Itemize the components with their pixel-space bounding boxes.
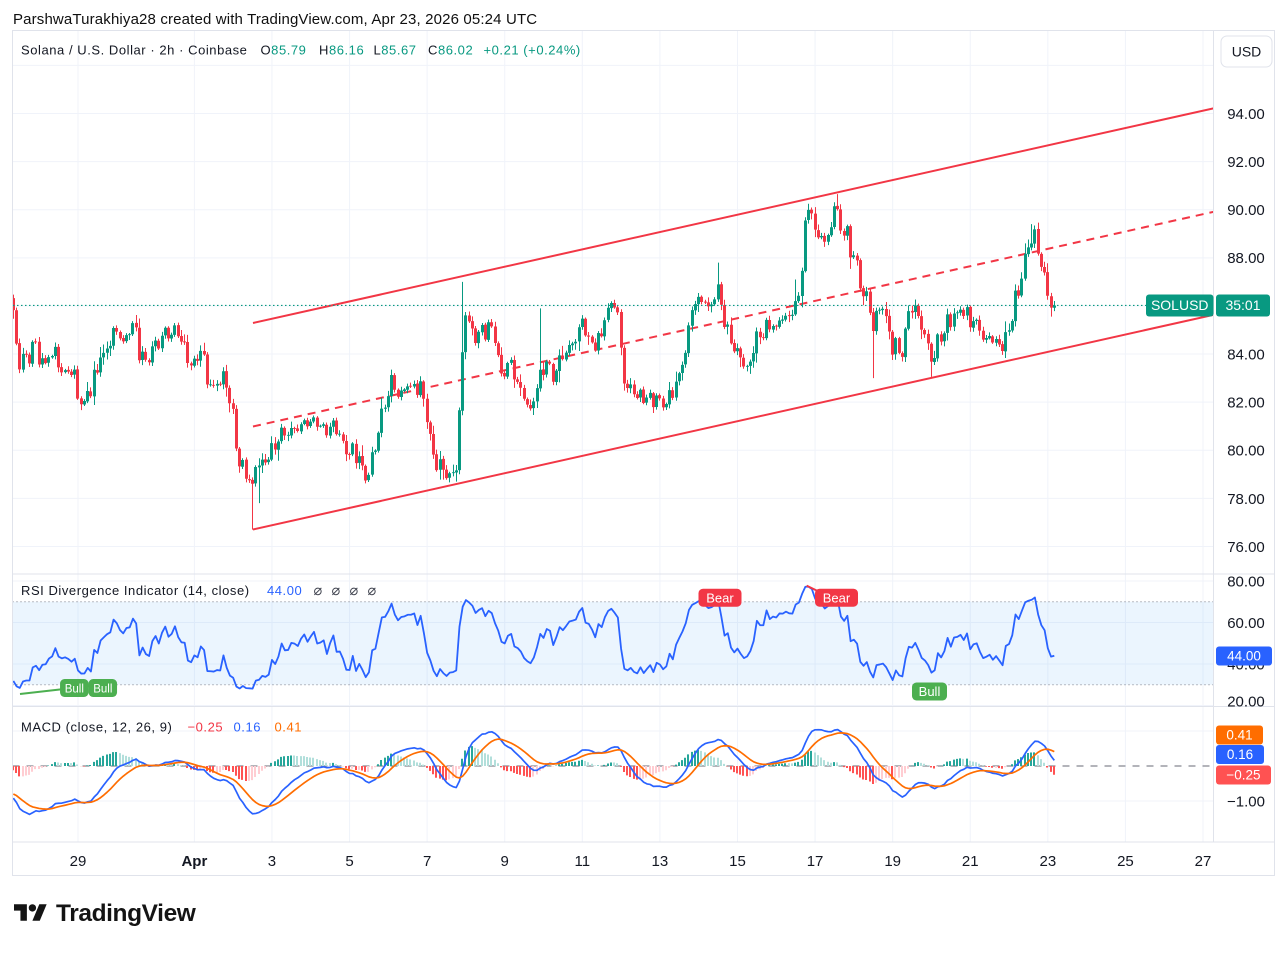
svg-text:92.00: 92.00 bbox=[1227, 154, 1265, 171]
svg-text:Bull: Bull bbox=[93, 684, 112, 696]
svg-text:RSI Divergence Indicator (14,: RSI Divergence Indicator (14, close) 44.0… bbox=[21, 583, 377, 599]
svg-text:Bull: Bull bbox=[65, 684, 84, 696]
svg-text:13: 13 bbox=[652, 853, 669, 870]
svg-text:76.00: 76.00 bbox=[1227, 539, 1265, 556]
svg-text:Bull: Bull bbox=[919, 684, 941, 699]
svg-text:TradingView: TradingView bbox=[56, 900, 197, 927]
svg-text:21: 21 bbox=[962, 853, 979, 870]
svg-text:9: 9 bbox=[501, 853, 509, 870]
svg-text:82.00: 82.00 bbox=[1227, 395, 1265, 412]
svg-text:MACD (close, 12, 26, 9)−0.250.: MACD (close, 12, 26, 9) −0.25 0.16 0.41 bbox=[21, 720, 302, 735]
svg-text:27: 27 bbox=[1195, 853, 1212, 870]
svg-text:23: 23 bbox=[1039, 853, 1056, 870]
svg-text:0.41: 0.41 bbox=[1226, 727, 1252, 742]
svg-text:44.00: 44.00 bbox=[1227, 648, 1261, 663]
svg-text:SOLUSD: SOLUSD bbox=[1151, 297, 1209, 313]
svg-text:84.00: 84.00 bbox=[1227, 346, 1265, 363]
svg-text:90.00: 90.00 bbox=[1227, 202, 1265, 219]
svg-text:5: 5 bbox=[345, 853, 353, 870]
svg-text:88.00: 88.00 bbox=[1227, 250, 1265, 267]
svg-text:35:01: 35:01 bbox=[1225, 297, 1260, 313]
svg-text:Bear: Bear bbox=[706, 590, 734, 605]
svg-text:94.00: 94.00 bbox=[1227, 106, 1265, 123]
svg-text:78.00: 78.00 bbox=[1227, 491, 1265, 508]
svg-text:−0.25: −0.25 bbox=[1226, 767, 1260, 782]
svg-text:17: 17 bbox=[807, 853, 824, 870]
svg-text:0.16: 0.16 bbox=[1227, 747, 1253, 762]
svg-text:80.00: 80.00 bbox=[1227, 573, 1265, 590]
svg-text:Apr: Apr bbox=[181, 853, 207, 870]
svg-text:−1.00: −1.00 bbox=[1227, 793, 1265, 810]
svg-text:15: 15 bbox=[729, 853, 746, 870]
svg-text:29: 29 bbox=[70, 853, 87, 870]
svg-text:80.00: 80.00 bbox=[1227, 443, 1265, 460]
svg-text:25: 25 bbox=[1117, 853, 1134, 870]
svg-text:19: 19 bbox=[884, 853, 901, 870]
svg-text:USD: USD bbox=[1232, 43, 1262, 59]
svg-text:Bear: Bear bbox=[823, 590, 851, 605]
svg-text:7: 7 bbox=[423, 853, 431, 870]
svg-text:11: 11 bbox=[575, 853, 591, 870]
svg-text:Solana / U.S. Dollar · 2h · Co: Solana / U.S. Dollar · 2h · Coinbase O85.… bbox=[21, 43, 581, 58]
svg-text:20.00: 20.00 bbox=[1227, 694, 1265, 711]
svg-text:3: 3 bbox=[268, 853, 276, 870]
svg-text:ParshwaTurakhiya28 created wit: ParshwaTurakhiya28 created with TradingV… bbox=[13, 11, 537, 28]
svg-text:60.00: 60.00 bbox=[1227, 615, 1265, 632]
